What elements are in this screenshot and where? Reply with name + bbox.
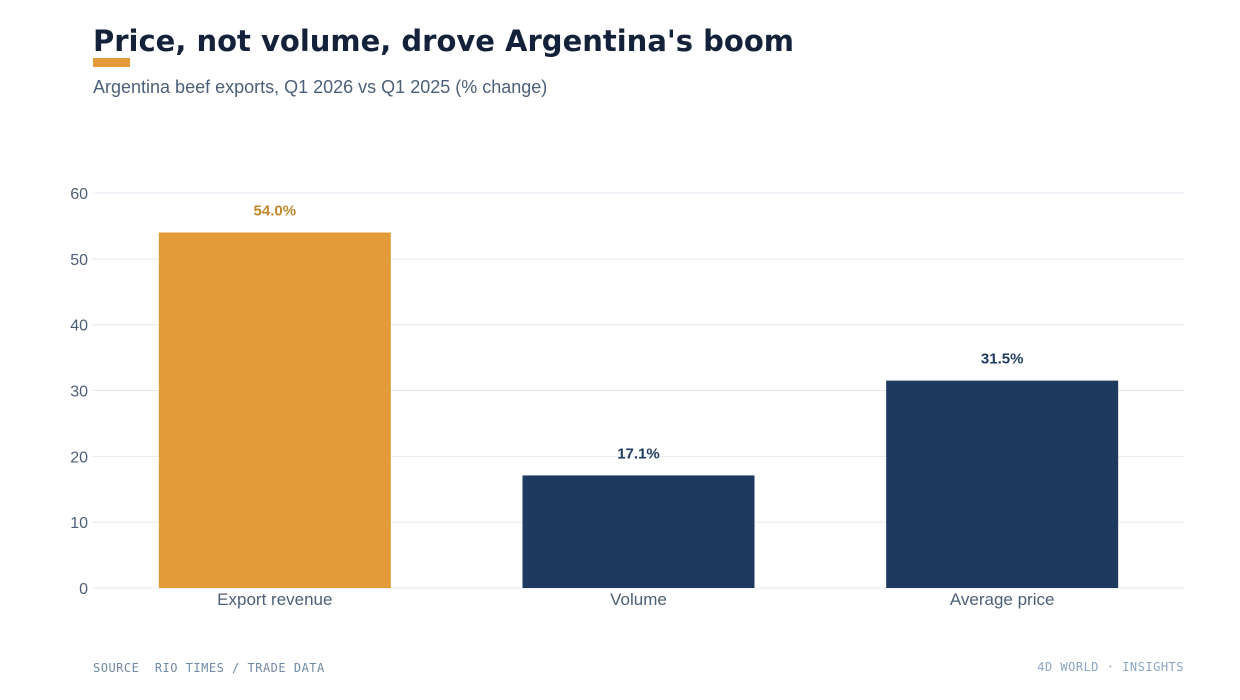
y-tick-label: 50 <box>70 252 88 269</box>
data-label: 54.0% <box>254 203 297 220</box>
source-text: RIO TIMES / TRADE DATA <box>154 661 325 675</box>
bar <box>158 232 391 588</box>
source-label: SOURCE <box>93 661 140 675</box>
data-label: 31.5% <box>981 351 1024 368</box>
y-tick-label: 30 <box>70 384 88 401</box>
x-category-label: Volume <box>610 590 667 609</box>
bar <box>886 380 1119 588</box>
y-tick-label: 10 <box>70 515 88 532</box>
chart-title: Price, not volume, drove Argentina's boo… <box>93 24 794 58</box>
bar-chart: 0 10 20 30 40 50 60 54.0% Export revenue 17.1% Vol… <box>70 186 1184 609</box>
bar <box>522 475 755 588</box>
y-tick-label: 60 <box>70 186 88 203</box>
source-footer: SOURCE RIO TIMES / TRADE DATA <box>93 661 325 675</box>
chart-subtitle: Argentina beef exports, Q1 2026 vs Q1 20… <box>93 77 548 97</box>
y-tick-label: 0 <box>79 581 88 598</box>
y-tick-label: 40 <box>70 318 88 335</box>
x-category-label: Export revenue <box>217 590 332 609</box>
data-label: 17.1% <box>617 445 660 462</box>
title-accent-bar <box>93 58 130 67</box>
y-tick-label: 20 <box>70 449 88 466</box>
brand-footer: 4D WORLD · INSIGHTS <box>1037 660 1184 674</box>
x-category-label: Average price <box>950 590 1055 609</box>
